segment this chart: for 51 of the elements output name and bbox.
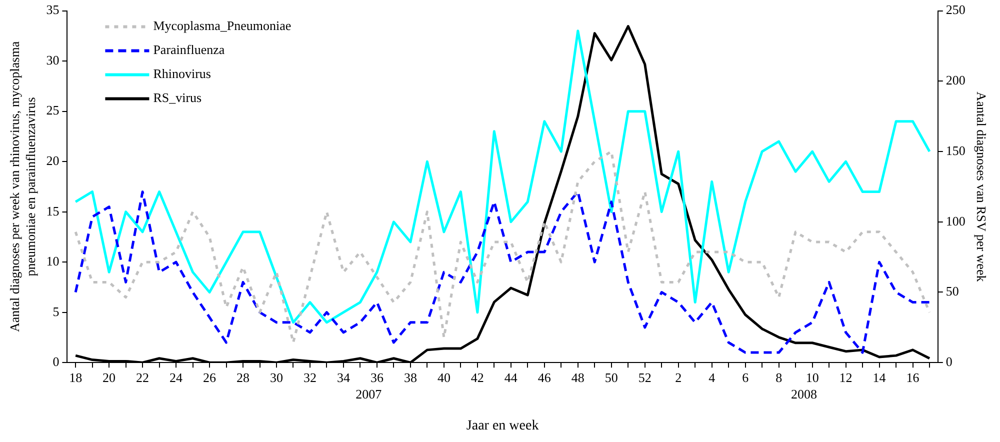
x-tick-label: 36: [370, 370, 384, 385]
text: 2007: [356, 386, 382, 402]
y2-tick-label: 200: [946, 72, 966, 88]
y-tick-label: 25: [46, 102, 60, 118]
legend-label: Mycoplasma_Pneumoniae: [153, 18, 292, 34]
x-tick-label: 22: [136, 370, 150, 385]
legend-label: RS_virus: [153, 90, 202, 106]
y2-tick-label: 50: [946, 284, 959, 299]
x-tick-label: 28: [236, 370, 250, 385]
y-tick-label: 5: [52, 304, 60, 319]
y-tick-label: 20: [46, 152, 60, 168]
x-tick-label: 34: [336, 370, 350, 385]
x-tick-label: 16: [906, 370, 920, 385]
x-tick-label: 52: [638, 370, 652, 385]
line-series: [74, 150, 931, 344]
y-tick-label: 10: [46, 254, 60, 269]
x-tick-label: 46: [538, 370, 552, 385]
x-tick-label: 24: [170, 370, 184, 385]
y-tick-label: 30: [46, 52, 60, 68]
y2-axis-title: Aantal diagnoses van RSV per week: [974, 92, 989, 282]
legend-label: Rhinovirus: [153, 66, 211, 82]
x-tick-label: 32: [303, 370, 316, 385]
x-tick-label: 30: [270, 370, 284, 385]
y2-tick-label: 0: [946, 354, 952, 370]
x-tick-label: 14: [872, 370, 886, 385]
x-tick-label: 50: [604, 370, 618, 385]
y2-tick-label: 150: [946, 142, 966, 158]
x-tick-label: 12: [839, 370, 852, 385]
x-tick-label: 2: [675, 370, 682, 385]
x-tick-label: 4: [708, 370, 716, 385]
x-axis-title: Jaar en week: [466, 418, 539, 434]
x-tick-label: 26: [203, 370, 217, 385]
line-series: [74, 190, 931, 354]
x-tick-label: 38: [404, 370, 417, 385]
x-tick-label: 18: [69, 370, 82, 385]
legend-label: Parainfluenza: [153, 42, 225, 58]
x-tick-label: 20: [102, 370, 116, 385]
x-tick-label: 48: [571, 370, 584, 385]
y-tick-label: 35: [46, 2, 60, 18]
y-tick-label: 15: [46, 203, 60, 218]
x-tick-label: 40: [437, 370, 450, 385]
y-tick-label: 0: [52, 354, 60, 370]
x-tick-label: 10: [806, 370, 819, 385]
y2-tick-label: 250: [946, 2, 966, 18]
x-tick-label: 8: [776, 370, 782, 385]
x-tick-label: 42: [470, 370, 484, 385]
x-tick-label: 44: [504, 370, 518, 385]
y-axis-title: Aantal diagnoses per week van rhinovirus, mycoplasma pneumoniae en parainfluenzavirus: [7, 41, 38, 332]
text: 2008: [790, 386, 817, 402]
x-tick-label: 6: [742, 370, 750, 385]
y2-tick-label: 100: [946, 213, 966, 228]
